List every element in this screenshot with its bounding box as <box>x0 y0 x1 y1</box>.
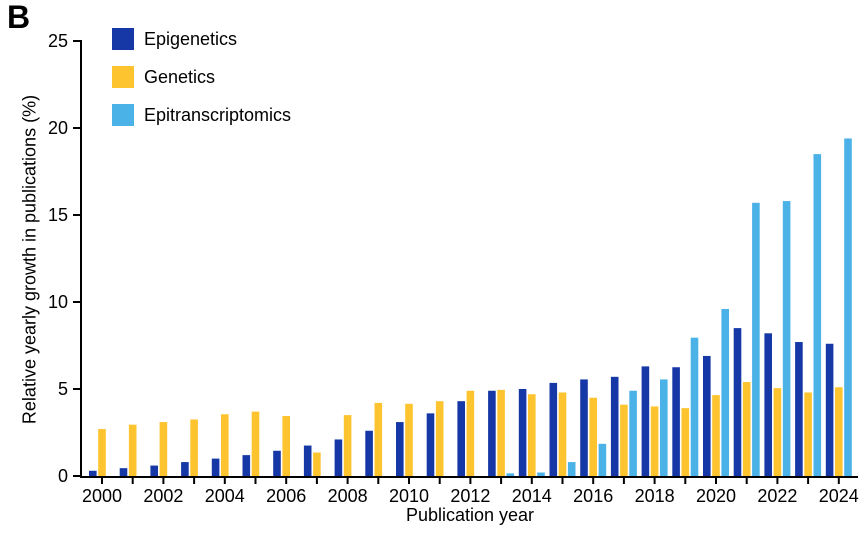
svg-text:2010: 2010 <box>389 486 429 506</box>
svg-text:2024: 2024 <box>819 486 859 506</box>
svg-text:2002: 2002 <box>143 486 183 506</box>
svg-text:2000: 2000 <box>82 486 122 506</box>
legend-item-genetics: Genetics <box>112 66 291 88</box>
svg-text:2006: 2006 <box>266 486 306 506</box>
svg-text:2012: 2012 <box>450 486 490 506</box>
svg-text:0: 0 <box>58 466 68 486</box>
legend-item-epitranscriptomics: Epitranscriptomics <box>112 104 291 126</box>
svg-text:2008: 2008 <box>328 486 368 506</box>
svg-text:25: 25 <box>48 31 68 51</box>
svg-text:15: 15 <box>48 205 68 225</box>
legend-item-epigenetics: Epigenetics <box>112 28 291 50</box>
panel-label: B <box>7 0 31 35</box>
svg-text:2022: 2022 <box>757 486 797 506</box>
epigenetics-swatch-icon <box>112 28 134 50</box>
svg-text:2020: 2020 <box>696 486 736 506</box>
y-axis-title: Relative yearly growth in publications (… <box>19 94 40 425</box>
svg-text:20: 20 <box>48 118 68 138</box>
legend-label-genetics: Genetics <box>144 66 216 87</box>
epitranscriptomics-swatch-icon <box>112 104 134 126</box>
legend-label-epitranscriptomics: Epitranscriptomics <box>144 104 292 125</box>
svg-text:2016: 2016 <box>573 486 613 506</box>
svg-text:2004: 2004 <box>205 486 245 506</box>
svg-text:5: 5 <box>58 379 68 399</box>
legend: Epigenetics Genetics Epitranscriptomics <box>112 28 291 142</box>
genetics-swatch-icon <box>112 66 134 88</box>
svg-text:2018: 2018 <box>635 486 675 506</box>
x-axis-title: Publication year <box>405 505 535 525</box>
svg-text:10: 10 <box>48 292 68 312</box>
legend-label-epigenetics: Epigenetics <box>144 28 238 49</box>
svg-text:2014: 2014 <box>512 486 552 506</box>
